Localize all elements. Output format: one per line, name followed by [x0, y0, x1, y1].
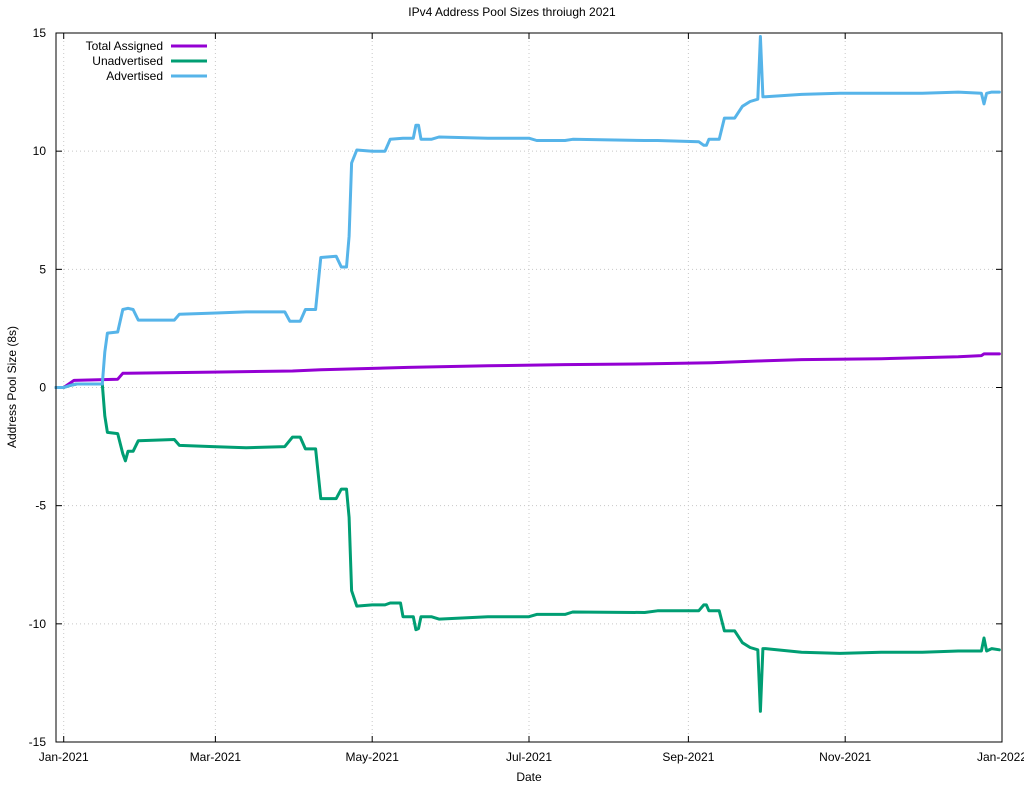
y-tick-label: 15	[33, 26, 47, 40]
series-line-total-assigned	[54, 352, 1001, 389]
y-tick-label: 10	[33, 144, 47, 158]
x-tick-label: Jul-2021	[506, 750, 552, 764]
x-tick-label: Jan-2022	[977, 750, 1024, 764]
x-tick-label: Sep-2021	[662, 750, 714, 764]
legend-label-advertised: Advertised	[106, 69, 163, 83]
plot-frame	[55, 32, 1003, 743]
legend-label-unadvertised: Unadvertised	[92, 54, 163, 68]
y-tick-label: -5	[35, 499, 46, 513]
y-axis-label: Address Pool Size (8s)	[5, 326, 19, 448]
x-tick-label: Jan-2021	[39, 750, 89, 764]
y-tick-label: -15	[29, 735, 47, 749]
gridlines	[56, 33, 1002, 742]
series-line-unadvertised	[54, 382, 1001, 713]
y-tick-label: -10	[29, 617, 47, 631]
x-tick-label: May-2021	[346, 750, 400, 764]
x-axis-label: Date	[516, 770, 542, 784]
x-tick-label: Mar-2021	[190, 750, 242, 764]
series-lines	[54, 35, 1001, 713]
legend-label-total-assigned: Total Assigned	[86, 39, 163, 53]
series-line-advertised	[54, 35, 1001, 389]
x-tick-label: Nov-2021	[819, 750, 871, 764]
y-tick-label: 0	[39, 381, 46, 395]
chart-title: IPv4 Address Pool Sizes throiugh 2021	[408, 5, 616, 19]
y-tick-label: 5	[39, 262, 46, 276]
